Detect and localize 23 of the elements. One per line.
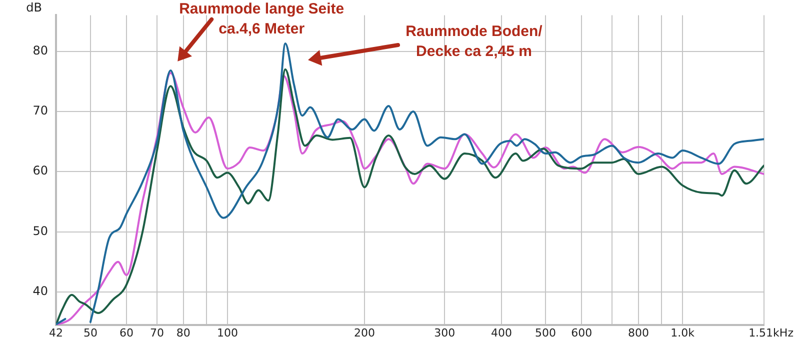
x-tick-label: 300 xyxy=(434,326,456,340)
x-tick-label: 80 xyxy=(176,326,190,340)
y-tick-label: 80 xyxy=(32,43,48,58)
x-tick-label: 500 xyxy=(535,326,556,340)
annotation: Raummode lange Seite ca.4,6 Meter xyxy=(179,0,344,38)
y-tick-label: 70 xyxy=(32,104,48,118)
x-tick-label: 1.0k xyxy=(670,326,696,340)
x-tick-label: 42 xyxy=(49,326,63,340)
annotation: Raummode Boden/ Decke ca 2,45 m xyxy=(406,23,544,60)
x-tick-label: 70 xyxy=(150,326,164,340)
y-axis-title: dB xyxy=(26,0,42,14)
x-tick-label: 60 xyxy=(119,326,134,340)
x-tick-label: 600 xyxy=(571,326,592,340)
x-tick-label: 100 xyxy=(216,326,238,340)
y-tick-label: 50 xyxy=(32,224,48,238)
y-tick-label: 60 xyxy=(32,164,48,178)
x-tick-label: 50 xyxy=(83,326,98,340)
x-axis-title: Hz xyxy=(779,326,794,340)
y-tick-label: 40 xyxy=(32,284,48,298)
x-tick-label: 200 xyxy=(354,326,375,340)
x-tick-label: 400 xyxy=(490,326,512,340)
x-tick-label: 1.51k xyxy=(748,326,780,340)
x-tick-label: 800 xyxy=(628,326,649,340)
